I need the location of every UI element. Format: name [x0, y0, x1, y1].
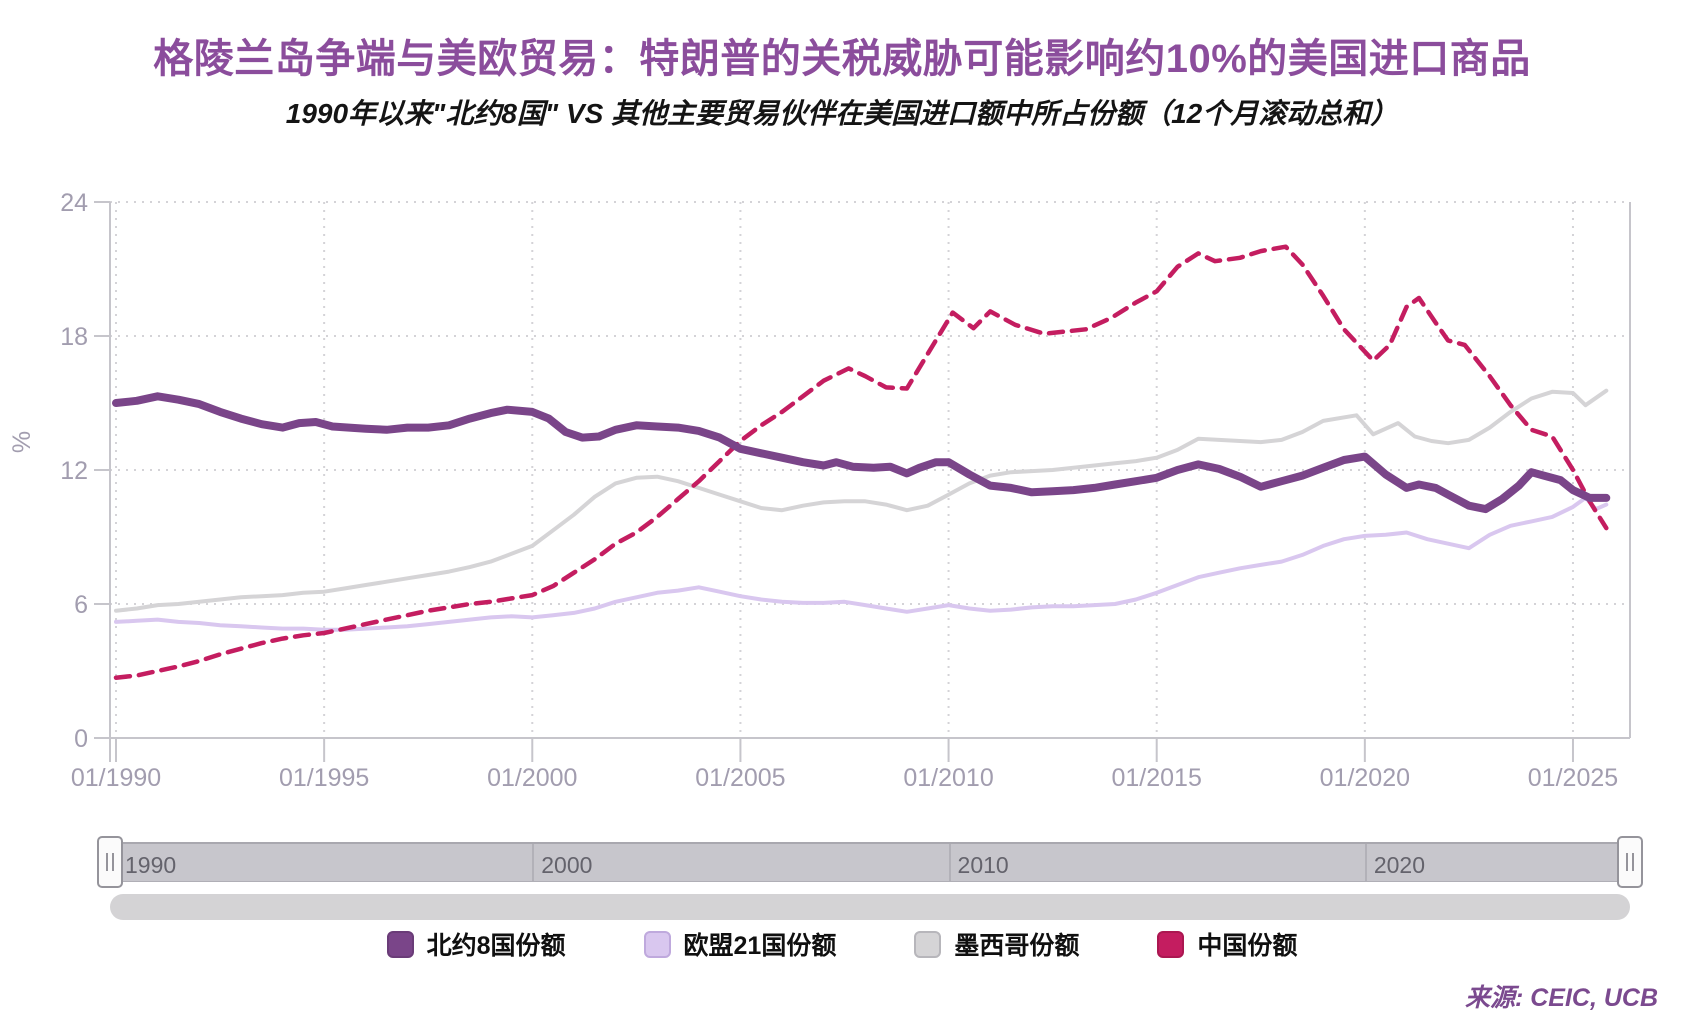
- navigator-label-2000: 2000: [541, 852, 593, 878]
- x-tick-label: 01/2000: [487, 764, 577, 792]
- eu21-swatch-icon: [643, 930, 671, 958]
- x-tick-label: 01/2015: [1112, 764, 1202, 792]
- legend-item-eu21[interactable]: 欧盟21国份额: [643, 926, 837, 962]
- china-swatch-icon: [1157, 930, 1185, 958]
- y-tick-label: 12: [60, 457, 88, 485]
- navigator-separator: [948, 844, 951, 881]
- legend-label: 欧盟21国份额: [683, 932, 837, 960]
- navigator-separator: [532, 844, 535, 881]
- x-tick-label: 01/2010: [903, 764, 993, 792]
- legend-item-nato8[interactable]: 北约8国份额: [386, 926, 566, 962]
- x-tick-label: 01/1995: [279, 764, 369, 792]
- navigator-track[interactable]: 1990 2000 2010 2020: [110, 842, 1630, 882]
- axes: 0 6 12 18 24 01/1990 01/1995 01/2000 01/2005 01/2…: [8, 189, 1631, 792]
- navigator-label-2020: 2020: [1373, 852, 1425, 878]
- nato8-swatch-icon: [386, 930, 414, 958]
- navigator-separator: [1364, 844, 1367, 881]
- x-tick-label: 01/2025: [1528, 764, 1618, 792]
- chart-legend: 北约8国份额 欧盟21国份额 墨西哥份额 中国份额: [0, 926, 1684, 962]
- navigator-right-handle[interactable]: [1617, 836, 1643, 888]
- navigator-label-1990: 1990: [125, 852, 177, 878]
- x-tick-label: 01/2020: [1320, 764, 1410, 792]
- series-eu21-line[interactable]: [114, 495, 1609, 632]
- y-tick-label: 0: [74, 725, 88, 753]
- x-tick-label: 01/2005: [695, 764, 785, 792]
- chart-title: 格陵兰岛争端与美欧贸易：特朗普的关税威胁可能影响约10%的美国进口商品: [153, 37, 1531, 81]
- legend-label: 中国份额: [1197, 932, 1298, 960]
- y-tick-label: 6: [74, 591, 88, 619]
- y-tick-label: 18: [60, 323, 88, 351]
- chart-subtitle: 1990年以来"北约8国" VS 其他主要贸易伙伴在美国进口额中所占份额（12个…: [285, 98, 1399, 129]
- y-axis-title: %: [8, 431, 36, 453]
- series-mexico-line[interactable]: [114, 388, 1609, 613]
- navigator-left-handle[interactable]: [97, 836, 123, 888]
- mexico-swatch-icon: [914, 930, 942, 958]
- source-credit: 来源: CEIC, UCB: [1464, 984, 1658, 1012]
- legend-item-china[interactable]: 中国份额: [1157, 926, 1297, 962]
- legend-label: 墨西哥份额: [954, 932, 1080, 960]
- navigator-label-2010: 2010: [957, 852, 1009, 878]
- x-tick-label: 01/1990: [71, 764, 161, 792]
- legend-item-mexico[interactable]: 墨西哥份额: [914, 926, 1079, 962]
- y-tick-label: 24: [60, 189, 88, 217]
- navigator-scrollbar[interactable]: [110, 894, 1630, 920]
- legend-label: 北约8国份额: [426, 932, 566, 960]
- series-china-line[interactable]: [113, 244, 1609, 680]
- series-nato8-line[interactable]: [112, 392, 1611, 514]
